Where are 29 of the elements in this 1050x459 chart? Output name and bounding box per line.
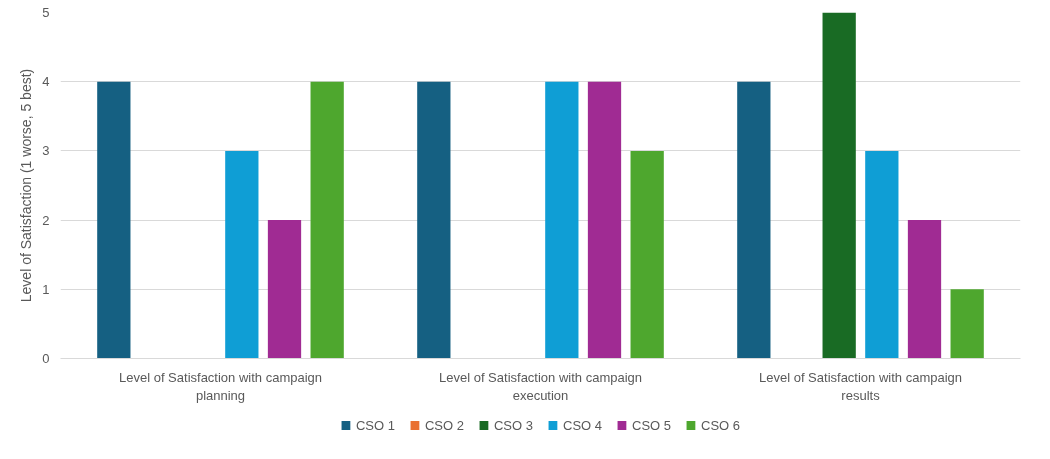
x-tick-label: Level of Satisfaction with campaign planning	[118, 369, 323, 403]
y-tick-label: 2	[42, 212, 50, 228]
legend-label: CSO 3	[493, 417, 533, 433]
bar	[310, 81, 344, 359]
bar	[865, 150, 899, 359]
legend-label: CSO 1	[355, 417, 395, 433]
y-axis-title: Level of Satisfaction (1 worse, 5 best)	[18, 68, 35, 303]
y-tick-label: 4	[42, 74, 50, 90]
legend-label: CSO 5	[632, 417, 672, 433]
bar	[630, 150, 664, 359]
bar	[587, 81, 622, 359]
bar	[822, 12, 856, 359]
bar	[267, 220, 302, 359]
y-tick-label: 3	[42, 143, 50, 159]
bar	[907, 220, 942, 359]
y-tick-label: 5	[42, 5, 50, 20]
legend-label: CSO 4	[563, 417, 603, 433]
bar	[737, 81, 771, 359]
bar	[417, 81, 451, 359]
legend-label: CSO 6	[701, 417, 741, 433]
bar	[97, 81, 131, 359]
bar	[225, 150, 259, 359]
bar	[545, 81, 579, 359]
bar	[950, 289, 984, 359]
x-tick-label: Level of Satisfaction with campaign results	[758, 369, 963, 403]
y-tick-label: 0	[42, 351, 50, 366]
y-tick-label: 1	[42, 281, 50, 297]
legend-label: CSO 2	[424, 417, 464, 433]
x-tick-label: Level of Satisfaction with campaign execution	[438, 369, 643, 403]
